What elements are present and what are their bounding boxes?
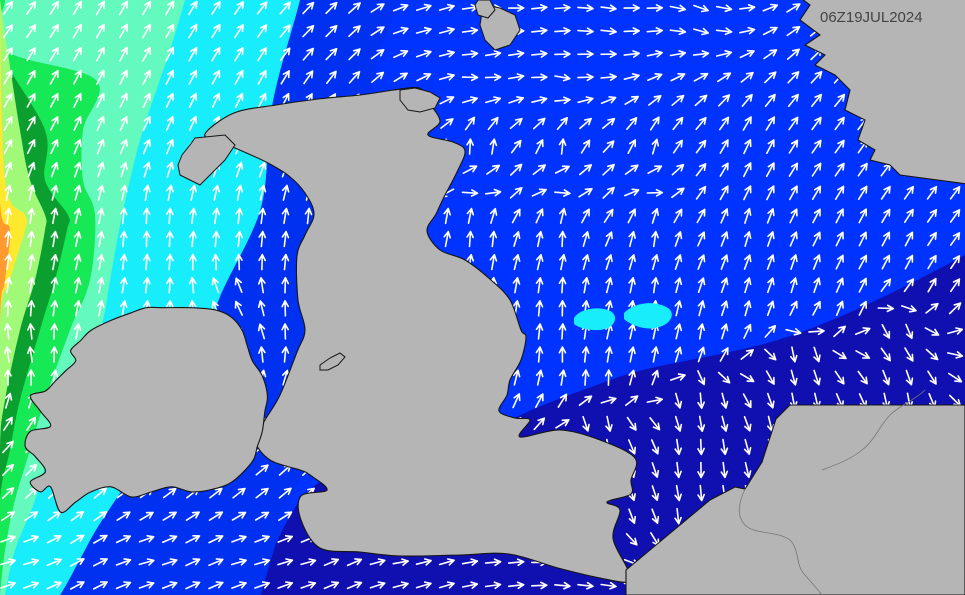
svg-text:06Z19JUL2024: 06Z19JUL2024: [820, 9, 923, 26]
